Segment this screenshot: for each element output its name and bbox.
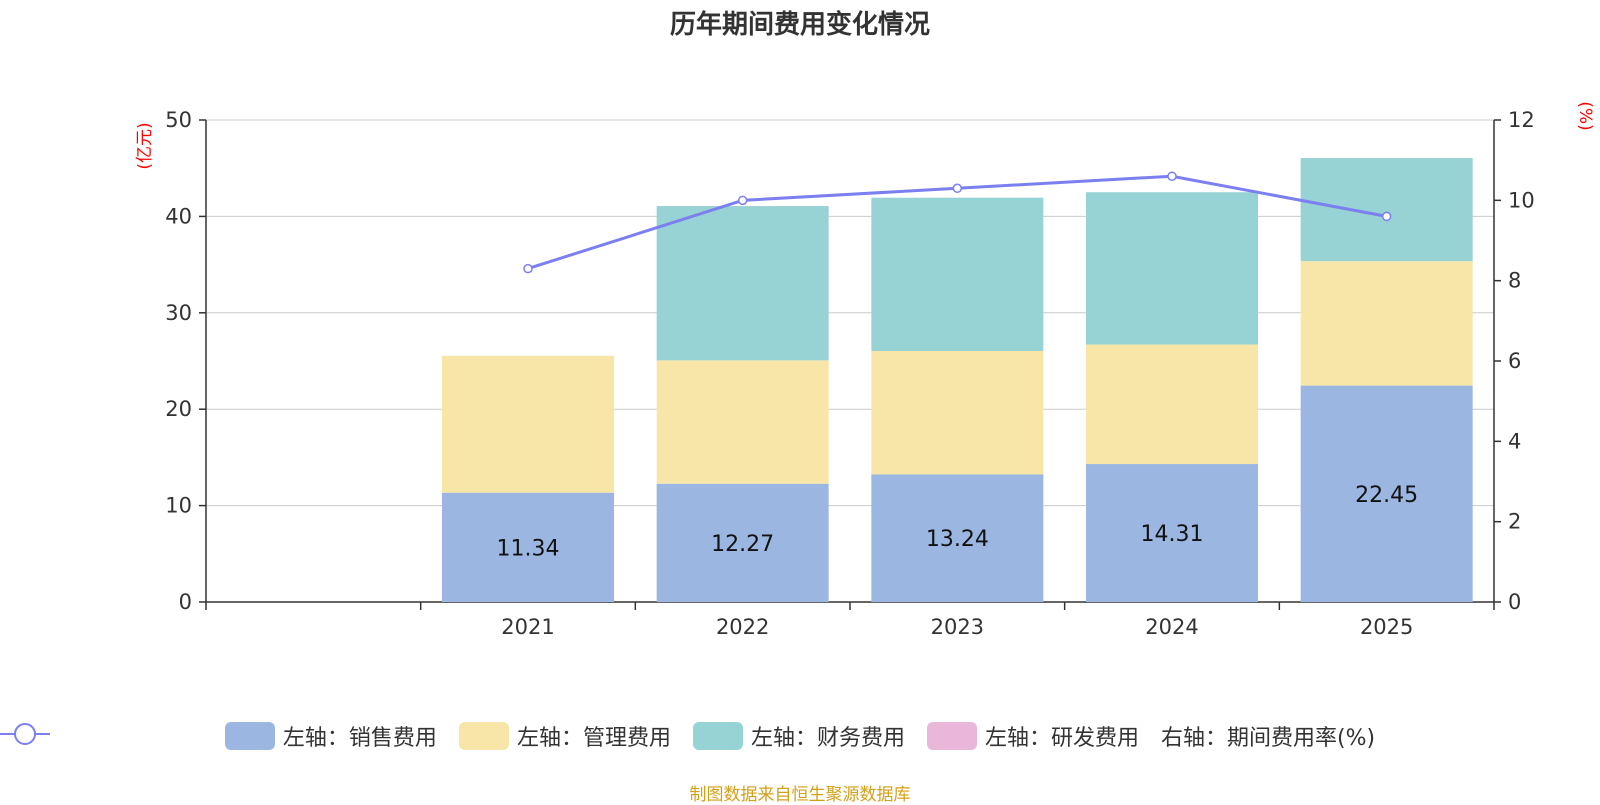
- bar-segment-0: [442, 492, 614, 602]
- x-axis-tick-label: 2025: [1360, 615, 1413, 639]
- rate-point: [1381, 211, 1392, 222]
- bar-segment-1: [1086, 344, 1258, 465]
- legend-label-sales: 左轴：销售费用: [282, 726, 437, 751]
- left-axis-tick-label: 50: [165, 108, 192, 132]
- legend-label-rnd: 左轴：研发费用: [984, 726, 1139, 751]
- bar-segment-2: [656, 206, 829, 361]
- rate-point: [1167, 171, 1177, 181]
- legend-swatch-finance: [692, 722, 743, 750]
- bar-data-label: 14.31: [1141, 522, 1204, 547]
- left-axis-unit: (亿元): [135, 122, 155, 169]
- rate-point: [952, 183, 963, 194]
- bar-segment-1: [442, 355, 614, 493]
- right-axis-tick-label: 6: [1508, 349, 1521, 373]
- legend-label-rate: 右轴：期间费用率(%): [1160, 726, 1376, 751]
- chart-title: 历年期间费用变化情况: [669, 10, 930, 40]
- left-axis-tick-label: 10: [165, 494, 192, 518]
- bar-segment-0: [871, 474, 1044, 602]
- bar-segment-1: [1300, 261, 1473, 386]
- legend-line-icon: [0, 723, 50, 745]
- bar-segment-1: [871, 350, 1044, 475]
- bar-data-label: 12.27: [711, 532, 774, 557]
- bar-segment-2: [1086, 192, 1258, 345]
- bar-segment-0: [1086, 464, 1258, 602]
- rate-point: [737, 195, 748, 206]
- bar-segment-1: [656, 360, 829, 484]
- bar-segment-2: [1300, 158, 1473, 262]
- legend-item-admin[interactable]: 左轴：管理费用: [458, 720, 671, 752]
- left-axis-tick-label: 40: [165, 204, 192, 228]
- left-axis-tick-label: 20: [165, 397, 192, 421]
- left-axis-tick-label: 0: [179, 590, 192, 614]
- right-axis-tick-label: 0: [1508, 590, 1521, 614]
- right-axis-tick-label: 2: [1508, 510, 1521, 534]
- x-axis-tick-label: 2022: [716, 615, 769, 639]
- left-axis-tick-label: 30: [165, 301, 192, 325]
- x-axis-tick-label: 2023: [931, 615, 984, 639]
- x-axis-tick-label: 2021: [501, 615, 554, 639]
- chart-legend: 左轴：销售费用 左轴：管理费用 左轴：财务费用 左轴：研发费用 右轴：期间费用率…: [0, 720, 1600, 752]
- legend-item-sales[interactable]: 左轴：销售费用: [224, 720, 437, 752]
- legend-label-finance: 左轴：财务费用: [750, 726, 905, 751]
- legend-item-rate[interactable]: 右轴：期间费用率(%): [0, 720, 1376, 752]
- x-axis-tick-label: 2024: [1145, 615, 1198, 639]
- right-axis-tick-label: 12: [1508, 108, 1535, 132]
- right-axis-unit: (%): [1575, 101, 1595, 130]
- legend-label-admin: 左轴：管理费用: [516, 726, 671, 751]
- bar-segment-0: [1300, 385, 1473, 602]
- source-note: 制图数据来自恒生聚源数据库: [689, 785, 911, 805]
- legend-swatch-rnd: [926, 722, 977, 750]
- legend-swatch-sales: [224, 722, 275, 750]
- rate-point: [523, 263, 533, 274]
- right-axis-tick-label: 4: [1508, 429, 1521, 453]
- bar-segment-2: [871, 197, 1044, 351]
- right-axis-tick-label: 8: [1508, 269, 1521, 293]
- legend-item-finance[interactable]: 左轴：财务费用: [692, 720, 905, 752]
- right-axis-tick-label: 10: [1508, 188, 1535, 212]
- bar-data-label: 22.45: [1355, 483, 1418, 508]
- chart-canvas: 0 10 20 30 40 50 0 2 4 6 8 10 12 (亿元) (%) 2021 11.34 2022…: [135, 101, 1595, 639]
- bar-data-label: 13.24: [926, 527, 989, 552]
- bar-segment-0: [656, 483, 829, 602]
- legend-swatch-admin: [458, 722, 509, 750]
- bar-data-label: 11.34: [497, 536, 560, 561]
- legend-item-rnd[interactable]: 左轴：研发费用: [926, 720, 1139, 752]
